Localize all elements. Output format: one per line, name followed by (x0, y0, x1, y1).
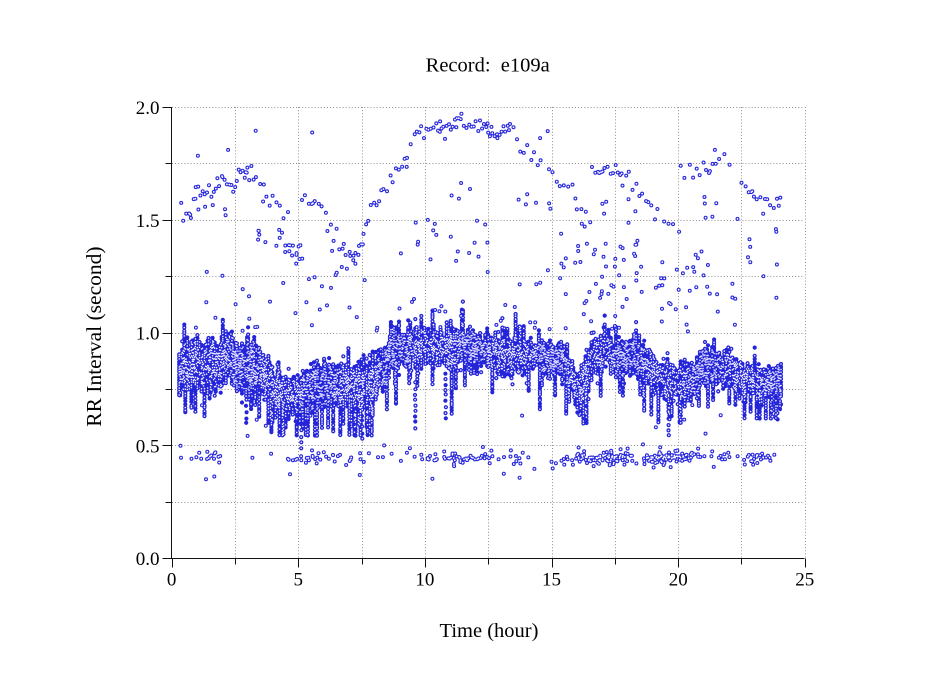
svg-text:1.5: 1.5 (136, 211, 160, 232)
svg-text:0.0: 0.0 (136, 549, 160, 570)
svg-text:1.0: 1.0 (136, 324, 160, 345)
svg-text:25: 25 (795, 570, 814, 591)
svg-text:RR Interval (second): RR Interval (second) (82, 246, 106, 426)
svg-text:5: 5 (293, 570, 303, 591)
svg-text:0.5: 0.5 (136, 436, 160, 457)
svg-text:2.0: 2.0 (136, 98, 160, 119)
svg-text:20: 20 (669, 570, 688, 591)
svg-text:15: 15 (542, 570, 561, 591)
svg-text:Time (hour): Time (hour) (440, 620, 539, 642)
svg-text:10: 10 (415, 570, 434, 591)
svg-text:0: 0 (167, 570, 177, 591)
svg-text:Record: e109a: Record: e109a (426, 55, 550, 77)
